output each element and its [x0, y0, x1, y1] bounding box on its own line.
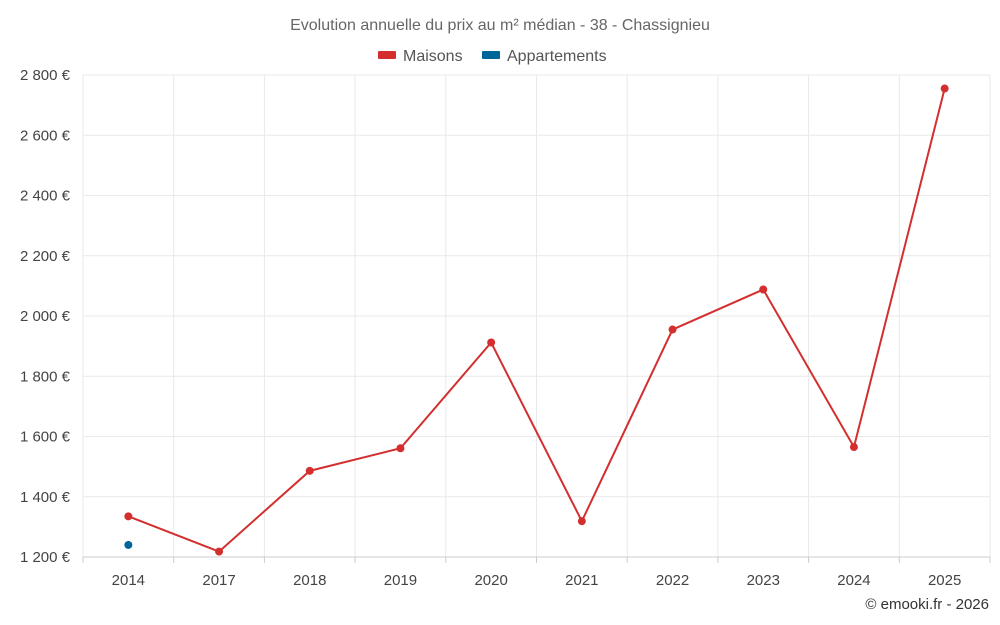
legend-label-maisons[interactable]: Maisons [403, 48, 463, 65]
legend-swatch-appartements [482, 51, 500, 59]
y-tick-label: 2 200 € [20, 248, 71, 265]
legend-label-appartements[interactable]: Appartements [507, 48, 607, 65]
series-points [124, 84, 949, 556]
chart-title: Evolution annuelle du prix au m² médian … [290, 17, 710, 34]
series-lines [127, 88, 946, 553]
data-point-maisons[interactable] [487, 338, 496, 347]
y-tick-label: 2 000 € [20, 308, 71, 325]
x-tick-label: 2017 [202, 572, 235, 589]
legend: Maisons Appartements [378, 48, 607, 65]
x-tick-label: 2025 [928, 572, 961, 589]
y-tick-label: 1 400 € [20, 489, 71, 506]
y-axis-tick-labels: 1 200 € 1 400 € 1 600 € 1 800 € 2 000 € 2 200… [20, 67, 71, 566]
data-point-maisons[interactable] [396, 444, 405, 453]
data-point-maisons[interactable] [940, 84, 949, 93]
data-point-maisons[interactable] [305, 466, 314, 475]
x-gridlines [82, 75, 991, 563]
x-tick-label: 2019 [384, 572, 417, 589]
y-tick-label: 2 800 € [20, 67, 71, 84]
y-tick-label: 1 800 € [20, 368, 71, 385]
data-point-maisons[interactable] [759, 285, 768, 294]
y-tick-label: 1 600 € [20, 429, 71, 446]
x-tick-label: 2014 [112, 572, 145, 589]
x-tick-label: 2020 [474, 572, 507, 589]
data-point-appartements[interactable] [124, 540, 133, 549]
data-point-maisons[interactable] [668, 325, 677, 334]
y-tick-label: 2 400 € [20, 188, 71, 205]
x-tick-label: 2022 [656, 572, 689, 589]
series-line-maisons [127, 88, 946, 553]
y-tick-label: 2 600 € [20, 127, 71, 144]
x-tick-label: 2021 [565, 572, 598, 589]
x-tick-label: 2018 [293, 572, 326, 589]
legend-swatch-maisons [378, 51, 396, 59]
x-tick-label: 2024 [837, 572, 870, 589]
data-point-maisons[interactable] [215, 547, 224, 556]
x-axis-tick-labels: 2014 2017 2018 2019 2020 2021 2022 2023 2024 2025 [112, 572, 962, 589]
data-point-maisons[interactable] [577, 517, 586, 526]
credit-text: © emooki.fr - 2026 [865, 596, 989, 613]
y-tick-label: 1 200 € [20, 549, 71, 566]
x-tick-label: 2023 [747, 572, 780, 589]
data-point-maisons[interactable] [849, 443, 858, 452]
data-point-maisons[interactable] [124, 512, 133, 521]
